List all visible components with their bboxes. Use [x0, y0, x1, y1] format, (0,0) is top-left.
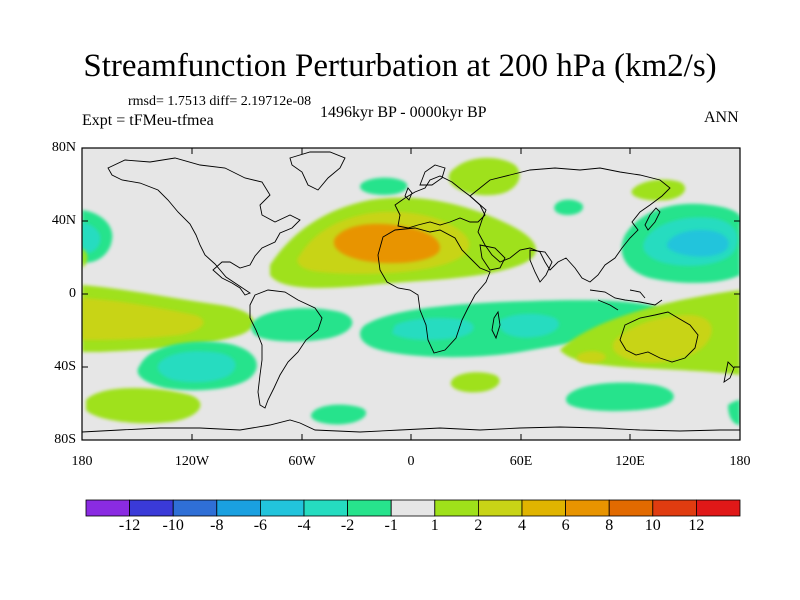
colorbar-tick-label: 2	[474, 517, 483, 534]
colorbar-tick-label: 1	[430, 517, 439, 534]
colorbar-swatch	[259, 499, 305, 517]
west-pacific-low-core-contour	[666, 230, 729, 257]
coast-australia	[619, 311, 699, 363]
lon-label-60w: 60W	[288, 454, 316, 469]
colorbar-swatch	[172, 499, 218, 517]
colorbar-swatch	[477, 499, 523, 517]
lon-label-0: 0	[407, 454, 415, 469]
south-ocean-small-low	[310, 404, 367, 425]
coast-africa	[377, 227, 491, 354]
southern-ocean-low-contour	[157, 351, 236, 383]
colorbar-swatch	[216, 499, 261, 517]
colorbar-tick-label: -1	[384, 517, 398, 534]
lon-label-180e: 180	[729, 454, 751, 469]
period-label: 1496kyr BP - 0000kyr BP	[320, 104, 487, 121]
lon-label-120w: 120W	[174, 454, 210, 469]
colorbar-swatch	[303, 499, 348, 517]
edge-right-south-low	[728, 400, 740, 425]
colorbar-tick-label: 10	[644, 517, 661, 534]
colorbar-tick-label: 8	[605, 517, 614, 534]
north-africa-high-contour	[333, 223, 440, 264]
siberia-high-contour	[631, 179, 686, 201]
europe-high-contour	[448, 157, 520, 196]
coast-antarctica	[82, 419, 740, 433]
south-africa-high-contour	[450, 372, 500, 393]
lat-label-40n: 40N	[51, 213, 76, 228]
stats-line: rmsd= 1.7513 diff= 2.19712e-08	[128, 94, 312, 109]
east-pacific-north-inner	[82, 222, 101, 254]
colorbar-tick-label: 4	[518, 517, 526, 534]
experiment-label: Expt = tFMeu-tfmea	[82, 112, 214, 129]
mid-pacific-low	[251, 308, 353, 342]
figure-title: Streamfunction Perturbation at 200 hPa (…	[83, 48, 717, 84]
south-indian-band-contour	[392, 317, 474, 341]
colorbar-swatch	[521, 499, 566, 517]
axis-ticks	[81, 147, 741, 441]
colorbar-swatch	[696, 499, 741, 517]
east-pacific-edge-high	[82, 248, 88, 268]
coast-south-america	[249, 289, 323, 409]
colorbar-tick-label: -6	[253, 517, 268, 534]
coast-japan	[644, 207, 661, 231]
colorbar	[85, 499, 741, 517]
contour-shading	[82, 157, 740, 425]
atlantic-small-low	[554, 199, 584, 215]
coast-north-america	[107, 157, 301, 296]
south-indian-low	[565, 382, 674, 412]
south-pacific-high-contour	[82, 298, 204, 340]
coast-scandinavia	[419, 164, 446, 186]
australia-small	[576, 351, 606, 363]
season-label: ANN	[704, 109, 739, 126]
colorbar-tick-label: -8	[210, 517, 224, 534]
colorbar-tick-label: -12	[118, 517, 141, 534]
coast-uk	[404, 187, 413, 201]
south-indian-inner	[499, 313, 559, 338]
colorbar-tick-label: 12	[688, 517, 705, 534]
coast-india	[529, 249, 553, 283]
colorbar-swatch	[434, 499, 479, 517]
colorbar-swatch	[652, 499, 697, 517]
southern-ocean-high-contour	[86, 388, 201, 424]
lat-label-0: 0	[69, 286, 76, 301]
lat-label-40s: 40S	[54, 359, 76, 374]
lat-label-80n: 80N	[51, 140, 76, 155]
colorbar-tick-label: 6	[561, 517, 570, 534]
colorbar-swatch	[390, 499, 436, 517]
colorbar-swatch	[565, 499, 610, 517]
coast-madagascar	[491, 310, 501, 340]
lon-label-120e: 120E	[615, 454, 645, 469]
coast-se-asia-islands	[589, 289, 663, 311]
colorbar-swatch	[129, 499, 174, 517]
lon-label-180w: 180	[71, 454, 93, 469]
coast-new-zealand	[723, 361, 735, 383]
colorbar-tick-label: -2	[340, 517, 355, 534]
coast-greenland	[289, 151, 346, 191]
coastlines	[82, 151, 740, 433]
lon-label-60e: 60E	[509, 454, 533, 469]
colorbar-swatch	[85, 499, 130, 517]
colorbar-tick-label: -10	[162, 517, 184, 534]
colorbar-swatch	[347, 499, 392, 517]
colorbar-swatch	[608, 499, 654, 517]
arctic-low-contour	[360, 177, 408, 195]
lat-label-80s: 80S	[54, 432, 76, 447]
australia-high-contour	[612, 315, 712, 363]
coast-arabia	[479, 244, 506, 271]
colorbar-tick-label: -4	[297, 517, 311, 534]
